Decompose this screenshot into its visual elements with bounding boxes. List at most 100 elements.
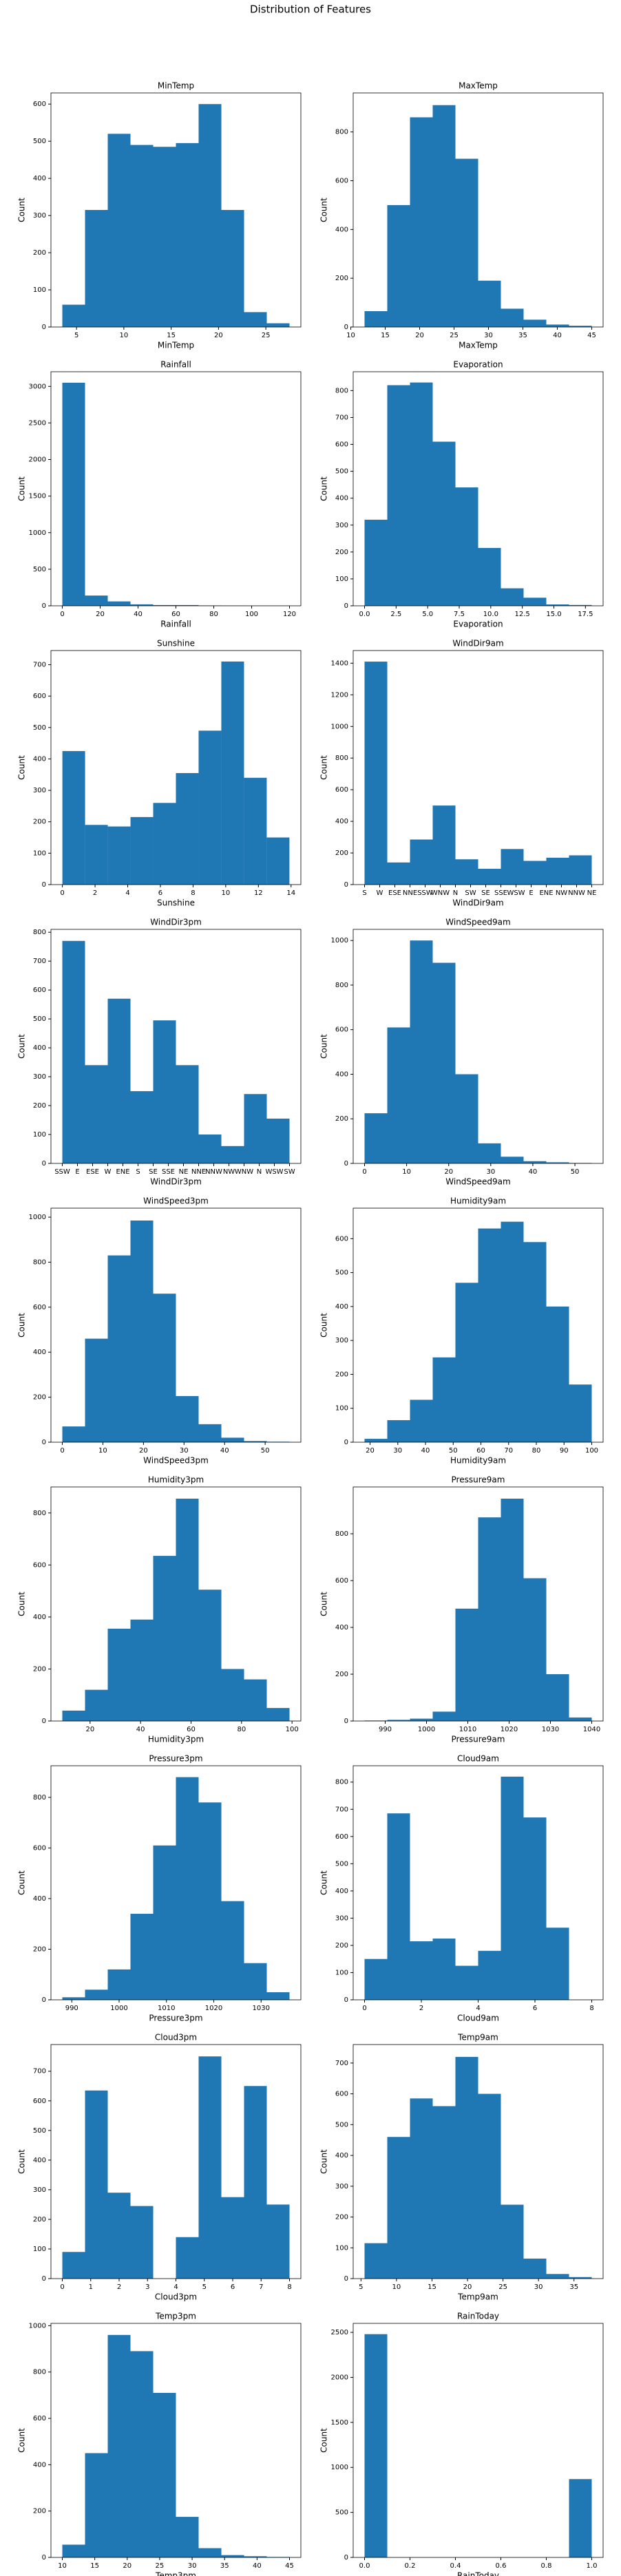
bar xyxy=(107,1255,131,1442)
y-tick-label: 600 xyxy=(33,101,46,108)
y-tick-label: 200 xyxy=(33,2216,46,2224)
x-axis-label: Cloud3pm xyxy=(155,2292,197,2302)
x-tick-label: 10 xyxy=(392,2283,401,2291)
x-tick-label: NW xyxy=(556,889,567,897)
bar xyxy=(244,1679,267,1721)
x-tick-label: 40 xyxy=(220,1447,229,1455)
bar xyxy=(546,1674,569,1721)
x-tick-label: 50 xyxy=(449,1447,458,1455)
y-tick-label: 700 xyxy=(335,2060,348,2067)
x-tick-label: 6 xyxy=(158,889,162,897)
x-tick-label: E xyxy=(529,889,533,897)
y-tick-label: 600 xyxy=(335,1235,348,1243)
y-axis-label: Count xyxy=(319,1592,329,1616)
y-tick-label: 0 xyxy=(344,1160,348,1168)
bar xyxy=(85,1989,108,2000)
bar xyxy=(85,1065,108,1163)
x-tick-label: SW xyxy=(284,1168,295,1176)
bar xyxy=(266,1708,290,1721)
bar xyxy=(455,1282,478,1442)
x-tick-label: NNE xyxy=(191,1168,206,1176)
x-tick-label: NNE xyxy=(403,889,417,897)
y-tick-label: 800 xyxy=(33,1258,46,1266)
bar xyxy=(62,2544,85,2557)
y-tick-label: 700 xyxy=(33,958,46,965)
y-tick-label: 300 xyxy=(335,1337,348,1344)
bar xyxy=(478,280,501,327)
y-tick-label: 500 xyxy=(335,1269,348,1277)
axes-title: WindSpeed3pm xyxy=(143,1196,209,1206)
y-tick-label: 300 xyxy=(335,522,348,529)
y-tick-label: 400 xyxy=(335,495,348,503)
x-axis-label: Evaporation xyxy=(453,620,503,629)
x-tick-label: 20 xyxy=(85,1726,94,1733)
axes-title: WindDir3pm xyxy=(150,918,202,927)
y-tick-label: 200 xyxy=(33,2508,46,2515)
y-tick-label: 200 xyxy=(335,1942,348,1950)
x-tick-label: 10 xyxy=(120,332,129,339)
bar xyxy=(198,1590,222,1721)
x-tick-label: 2 xyxy=(93,889,97,897)
y-tick-label: 200 xyxy=(335,849,348,857)
bar xyxy=(501,849,524,885)
x-tick-label: 30 xyxy=(393,1447,402,1455)
x-tick-label: 7 xyxy=(259,2283,263,2291)
y-tick-label: 600 xyxy=(335,1833,348,1841)
bar xyxy=(130,604,154,606)
y-tick-label: 800 xyxy=(335,1779,348,1786)
bar xyxy=(176,1065,199,1163)
y-tick-label: 1500 xyxy=(331,2419,348,2427)
x-tick-label: 15 xyxy=(167,332,176,339)
x-tick-label: 4 xyxy=(476,2005,480,2012)
x-tick-label: 4 xyxy=(173,2283,178,2291)
y-tick-label: 0 xyxy=(42,1439,46,1446)
x-tick-label: 1040 xyxy=(583,1726,600,1733)
y-tick-label: 400 xyxy=(33,1614,46,1621)
x-tick-label: 10.0 xyxy=(483,611,498,618)
bar xyxy=(546,1928,569,2000)
y-tick-label: 200 xyxy=(33,1394,46,1402)
x-tick-label: 1020 xyxy=(205,2005,222,2012)
bar xyxy=(546,857,569,885)
axes-title: Pressure9am xyxy=(452,1475,505,1485)
x-tick-label: 15 xyxy=(90,2562,99,2570)
bar xyxy=(62,1710,85,1721)
bar xyxy=(266,2204,290,2279)
x-tick-label: 20 xyxy=(463,2283,472,2291)
bar xyxy=(410,117,433,327)
y-axis-label: Count xyxy=(17,755,27,780)
bar xyxy=(244,2086,267,2279)
x-tick-label: 80 xyxy=(209,611,218,618)
y-tick-label: 1000 xyxy=(331,723,348,730)
bar xyxy=(523,2258,547,2279)
x-tick-label: 6 xyxy=(533,2005,537,2012)
axes-frame xyxy=(352,650,604,885)
bar xyxy=(176,142,199,327)
x-tick-label: 10 xyxy=(58,2562,67,2570)
axes-frame xyxy=(50,1486,302,1722)
y-axis-label: Count xyxy=(319,476,329,501)
bar xyxy=(107,2193,131,2279)
x-tick-label: 40 xyxy=(134,611,143,618)
bar xyxy=(176,1499,199,1721)
bar xyxy=(266,1118,290,1163)
x-tick-label: WNW xyxy=(235,1168,253,1176)
y-axis-label: Count xyxy=(319,2428,329,2453)
axes-frame xyxy=(50,650,302,885)
y-axis-label: Count xyxy=(17,1313,27,1338)
y-tick-label: 100 xyxy=(335,1969,348,1976)
bar xyxy=(432,1939,456,2000)
x-tick-label: SSE xyxy=(494,889,507,897)
bar xyxy=(546,2274,569,2279)
x-tick-label: 990 xyxy=(379,1726,392,1733)
x-tick-label: 60 xyxy=(476,1447,485,1455)
x-tick-label: 100 xyxy=(585,1447,598,1455)
bar xyxy=(387,1813,410,2000)
axes-title: Temp3pm xyxy=(155,2312,196,2321)
y-tick-label: 0 xyxy=(42,881,46,889)
bar xyxy=(85,1689,108,1721)
x-tick-label: 1020 xyxy=(501,1726,518,1733)
bar xyxy=(410,940,433,1163)
bar xyxy=(244,1094,267,1163)
bar xyxy=(130,2351,154,2557)
